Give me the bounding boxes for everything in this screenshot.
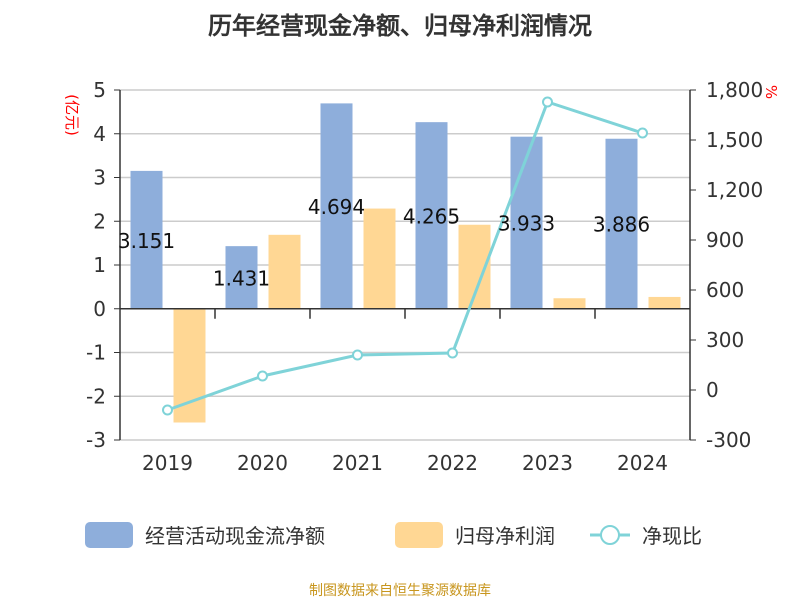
x-tick-label: 2022 [427, 451, 478, 475]
y-right-tick-label: 900 [706, 228, 744, 252]
x-tick-label: 2021 [332, 451, 383, 475]
data-label: 3.151 [118, 229, 175, 253]
bar-cash-flow [605, 138, 638, 309]
bar-cash-flow [510, 136, 543, 309]
bar-cash-flow [130, 170, 163, 309]
y-left-tick-label: 5 [93, 78, 106, 102]
y-left-tick-label: 3 [93, 166, 106, 190]
x-tick-label: 2024 [617, 451, 668, 475]
y-left-tick-label: -3 [86, 428, 106, 452]
source-note: 制图数据来自恒生聚源数据库 [309, 583, 491, 599]
y-left-tick-label: -2 [86, 384, 106, 408]
line-point [542, 96, 553, 108]
y-right-axis-label: % [762, 85, 780, 99]
y-right-tick-label: 300 [706, 328, 744, 352]
line-point [352, 349, 363, 361]
bar-net-profit [553, 298, 586, 309]
legend-label: 经营活动现金流净额 [145, 524, 325, 548]
line-point [162, 404, 173, 416]
y-left-tick-label: 2 [93, 209, 106, 233]
x-tick-label: 2023 [522, 451, 573, 475]
line-cash-ratio [166, 100, 643, 412]
y-right-tick-label: 600 [706, 278, 744, 302]
bar-net-profit [648, 296, 681, 309]
legend-line-marker [600, 525, 620, 545]
x-tick-label: 2020 [237, 451, 288, 475]
x-tick-label: 2019 [142, 451, 193, 475]
data-label: 1.431 [213, 266, 270, 290]
data-label: 3.886 [593, 213, 650, 237]
y-left-axis-label: (亿元) [63, 94, 81, 136]
y-right-tick-label: 1,500 [706, 128, 763, 152]
line-point [637, 127, 648, 139]
data-label: 4.265 [403, 204, 460, 228]
legend-label: 净现比 [642, 524, 702, 548]
y-left-tick-label: 4 [93, 122, 106, 146]
line-point [447, 347, 458, 359]
y-right-tick-label: 0 [706, 378, 719, 402]
bar-net-profit [363, 208, 396, 309]
line-point [257, 370, 268, 382]
bar-cash-flow [320, 103, 353, 309]
y-right-tick-label: -300 [706, 428, 751, 452]
y-left-tick-label: 1 [93, 253, 106, 277]
y-right-tick-label: 1,800 [706, 78, 763, 102]
data-label: 3.933 [498, 212, 555, 236]
bar-net-profit [268, 234, 301, 309]
chart-title: 历年经营现金净额、归母净利润情况 [208, 12, 592, 40]
data-label: 4.694 [308, 195, 365, 219]
y-left-tick-label: 0 [93, 297, 106, 321]
y-right-tick-label: 1,200 [706, 178, 763, 202]
bar-cash-flow [415, 122, 448, 309]
legend-swatch [85, 522, 133, 548]
legend-label: 归母净利润 [455, 524, 555, 548]
y-left-tick-label: -1 [86, 341, 106, 365]
bar-cash-flow [225, 246, 258, 309]
legend-swatch [395, 522, 443, 548]
